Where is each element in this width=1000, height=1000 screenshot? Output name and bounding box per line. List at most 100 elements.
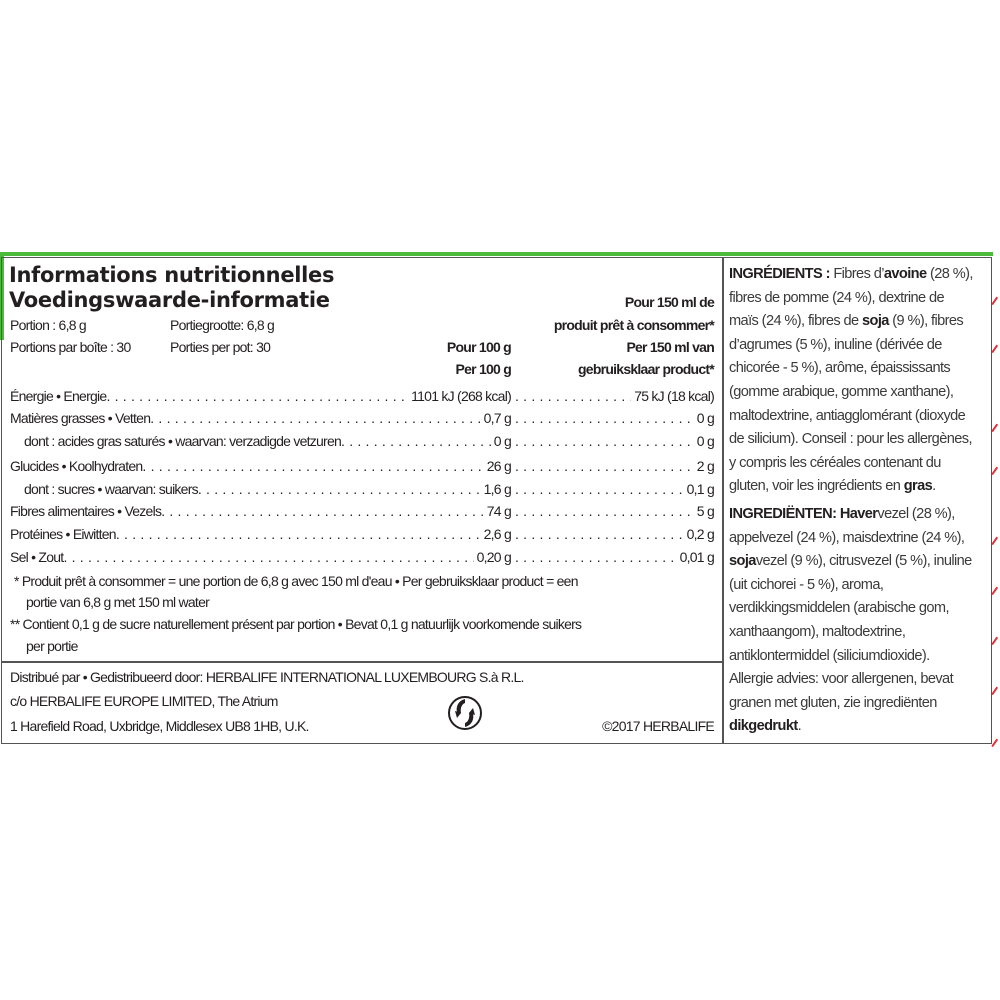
ingredients-text: d’agrumes (5 %), inuline (dérivée de <box>729 336 942 353</box>
value-per-150ml: 0 g <box>696 410 715 426</box>
ingredients-text: . <box>932 478 936 495</box>
ingredients-text: maïs (24 %), fibres de <box>729 313 862 330</box>
bold-allergen-text: avoine <box>883 266 927 282</box>
footnote: * Produit prêt à consommer = une portion… <box>14 573 579 589</box>
edge-tick-mark <box>991 296 998 305</box>
dot-leader <box>63 548 473 566</box>
value-per-100g: 74 g <box>486 503 512 519</box>
value-per-100g: 26 g <box>486 458 512 474</box>
bold-allergen-text: soja <box>729 553 756 570</box>
ingredients-text: (9 %), fibres <box>888 313 964 330</box>
ingredients-text: xanthaangom), maltodextrine, <box>729 623 906 640</box>
edge-tick-mark <box>991 738 998 747</box>
ingredients-panel: INGRÉDIENTS : Fibres d’avoine (28 %), fib… <box>729 263 991 739</box>
distributor-address: c/o HERBALIFE EUROPE LIMITED, The Atrium <box>10 693 278 709</box>
nutrient-label: Glucides • Koolhydraten <box>10 458 143 474</box>
footnote: portie van 6,8 g met 150 ml water <box>26 594 210 610</box>
ingredients-text: granen met gluten, zie ingrediënten <box>729 694 937 711</box>
bold-allergen-text: dikgedrukt <box>729 718 798 735</box>
nutrient-label: dont : acides gras saturés • waarvan: ve… <box>24 433 342 449</box>
value-per-150ml: 2 g <box>696 458 715 474</box>
edge-tick-mark <box>991 586 998 595</box>
ingredients-line: maïs (24 %), fibres de soja (9 %), fibre… <box>729 310 991 334</box>
ingredients-text: gluten, voir les ingrédients en <box>729 478 904 495</box>
col2-header-line: gebruiksklaar product* <box>578 361 715 377</box>
ingredients-text: de silicium). Conseil : pour les allergè… <box>729 431 973 448</box>
ingredients-text: (uit cichorei - 5 %), aroma, <box>729 576 884 593</box>
nutrient-label: Matières grasses • Vetten <box>10 410 151 426</box>
col2-header-line: Pour 150 ml de <box>624 294 715 310</box>
dot-leader <box>198 480 481 498</box>
dot-leader <box>142 457 483 475</box>
ingredients-line: xanthaangom), maltodextrine, <box>729 621 991 645</box>
dot-leader <box>511 457 694 475</box>
portions-per-box-fr: Portions par boîte : 30 <box>10 339 131 355</box>
nutrient-label: Énergie • Energie <box>10 388 107 404</box>
portion-nl: Portiegrootte: 6,8 g <box>170 317 275 333</box>
ingredients-line: sojavezel (9 %), citrusvezel (5 %), inul… <box>729 550 991 574</box>
table-row: Protéines • Eiwitten 2,6 g 0,2 g <box>10 525 715 543</box>
ingredients-line: maltodextrine, antiagglomérant (dioxyde <box>729 405 991 429</box>
nutrient-label: Fibres alimentaires • Vezels <box>10 503 162 519</box>
dot-leader <box>511 432 694 450</box>
portions-per-box-nl: Porties per pot: 30 <box>170 339 271 355</box>
ingredients-text: Fibres d’ <box>829 266 884 282</box>
dot-leader <box>511 548 677 566</box>
footnote: ** Contient 0,1 g de sucre naturellement… <box>10 616 582 632</box>
ingredients-line: Allergie advies: voor allergenen, bevat <box>729 668 991 692</box>
table-row: dont : acides gras saturés • waarvan: ve… <box>10 432 715 450</box>
footnote: per portie <box>26 638 78 654</box>
dot-leader <box>106 387 408 405</box>
dot-leader <box>161 502 484 520</box>
ingredients-text: chicorée - 5 %), arôme, épaississants <box>729 360 951 377</box>
ingredients-text: verdikkingsmiddelen (arabische gom, <box>729 600 950 617</box>
value-per-150ml: 0,01 g <box>679 549 715 565</box>
ingredients-line: INGRÉDIENTS : Fibres d’avoine (28 %), <box>729 263 991 287</box>
col2-header-line: Per 150 ml van <box>626 339 714 355</box>
edge-tick-mark <box>991 686 998 695</box>
ingredients-text: . <box>797 718 802 735</box>
nutrient-label: Sel • Zout <box>10 549 64 565</box>
value-per-150ml: 0,1 g <box>686 481 715 497</box>
value-per-100g: 0,7 g <box>483 410 512 426</box>
dot-leader <box>511 480 684 498</box>
ingredients-line: dikgedrukt. <box>729 715 991 739</box>
ingredients-text: vezel (28 %), <box>877 505 955 522</box>
value-per-100g: 1101 kJ (268 kcal) <box>411 388 512 404</box>
ingredients-line: antiklontermiddel (siliciumdioxide). <box>729 645 991 669</box>
value-per-150ml: 5 g <box>696 503 715 519</box>
ingredients-text: (gomme arabique, gomme xanthane), <box>729 383 954 400</box>
col2-header-line: produit prêt à consommer* <box>553 317 715 333</box>
ingredients-line: gluten, voir les ingrédients en gras. <box>729 475 991 499</box>
dot-leader <box>150 409 480 427</box>
ingredients-line: granen met gluten, zie ingrediënten <box>729 692 991 716</box>
ingredients-line: y compris les céréales contenant du <box>729 452 991 476</box>
value-per-150ml: 0 g <box>696 433 715 449</box>
bold-allergen-text: gras <box>903 478 933 495</box>
green-accent-line <box>0 252 993 256</box>
ingredients-text: vezel (9 %), citrusvezel (5 %), inuline <box>755 553 972 570</box>
edge-tick-mark <box>991 536 998 545</box>
table-row: Matières grasses • Vetten 0,7 g 0 g <box>10 409 715 427</box>
distributor-address: 1 Harefield Road, Uxbridge, Middlesex UB… <box>10 718 309 734</box>
table-row: Sel • Zout 0,20 g 0,01 g <box>10 548 715 566</box>
ingredients-line: fibres de pomme (24 %), dextrine de <box>729 287 991 311</box>
ingredients-line: chicorée - 5 %), arôme, épaississants <box>729 357 991 381</box>
dot-leader <box>116 525 481 543</box>
column-divider <box>722 257 724 744</box>
dot-leader <box>511 387 631 405</box>
dot-leader <box>511 525 684 543</box>
dot-leader <box>511 409 694 427</box>
ingredients-text: antiklontermiddel (siliciumdioxide). <box>729 647 930 664</box>
title-fr: Informations nutritionnelles <box>9 263 335 287</box>
bold-allergen-text: INGREDIËNTEN: <box>729 505 837 522</box>
value-per-150ml: 75 kJ (18 kcal) <box>634 388 715 404</box>
bold-allergen-text: Haver <box>839 505 878 522</box>
value-per-100g: 0,20 g <box>476 549 512 565</box>
table-row: Fibres alimentaires • Vezels 74 g 5 g <box>10 502 715 520</box>
ingredients-text: fibres de pomme (24 %), dextrine de <box>729 289 945 306</box>
col1-header-fr: Pour 100 g <box>446 339 512 355</box>
bold-allergen-text: soja <box>862 313 889 330</box>
value-per-100g: 2,6 g <box>483 526 512 542</box>
ingredients-text: Allergie advies: voor allergenen, bevat <box>729 671 954 688</box>
